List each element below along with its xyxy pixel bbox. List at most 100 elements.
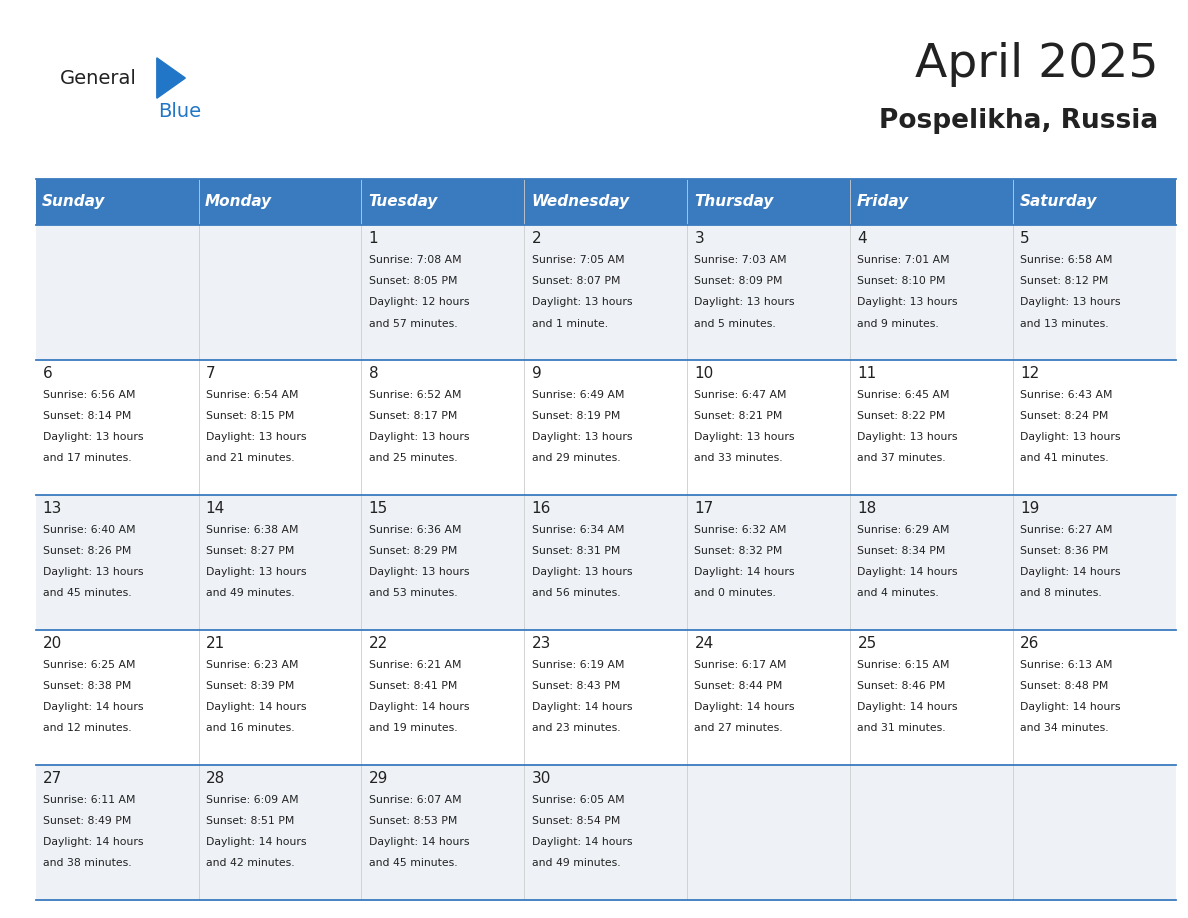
Text: Sunrise: 7:05 AM: Sunrise: 7:05 AM	[531, 255, 624, 265]
Text: and 12 minutes.: and 12 minutes.	[43, 723, 132, 733]
Bar	[524, 179, 688, 225]
Text: Sunrise: 6:23 AM: Sunrise: 6:23 AM	[206, 660, 298, 670]
Text: and 1 minute.: and 1 minute.	[531, 319, 608, 329]
Text: Sunrise: 6:07 AM: Sunrise: 6:07 AM	[368, 795, 461, 805]
Bar	[36, 765, 198, 900]
Text: Sunrise: 6:21 AM: Sunrise: 6:21 AM	[368, 660, 461, 670]
Text: Daylight: 13 hours: Daylight: 13 hours	[531, 297, 632, 308]
Bar	[198, 765, 361, 900]
Text: Sunset: 8:07 PM: Sunset: 8:07 PM	[531, 276, 620, 286]
Text: and 21 minutes.: and 21 minutes.	[206, 453, 295, 464]
Text: Sunrise: 6:56 AM: Sunrise: 6:56 AM	[43, 390, 135, 400]
Text: Sunrise: 7:01 AM: Sunrise: 7:01 AM	[858, 255, 950, 265]
Text: Sunset: 8:24 PM: Sunset: 8:24 PM	[1020, 411, 1108, 421]
Text: and 19 minutes.: and 19 minutes.	[368, 723, 457, 733]
Bar	[688, 225, 851, 360]
Bar	[361, 360, 524, 495]
Text: Sunset: 8:09 PM: Sunset: 8:09 PM	[695, 276, 783, 286]
Bar	[1013, 179, 1176, 225]
Text: Daylight: 13 hours: Daylight: 13 hours	[695, 297, 795, 308]
Text: Daylight: 12 hours: Daylight: 12 hours	[368, 297, 469, 308]
Text: Daylight: 14 hours: Daylight: 14 hours	[368, 702, 469, 712]
Bar	[851, 630, 1013, 765]
Text: Daylight: 14 hours: Daylight: 14 hours	[531, 702, 632, 712]
Text: Sunset: 8:48 PM: Sunset: 8:48 PM	[1020, 681, 1108, 691]
Text: Daylight: 13 hours: Daylight: 13 hours	[368, 432, 469, 442]
Text: Sunset: 8:32 PM: Sunset: 8:32 PM	[695, 546, 783, 556]
Text: Sunset: 8:26 PM: Sunset: 8:26 PM	[43, 546, 131, 556]
Text: Daylight: 13 hours: Daylight: 13 hours	[858, 297, 958, 308]
Text: Sunset: 8:31 PM: Sunset: 8:31 PM	[531, 546, 620, 556]
Bar	[361, 765, 524, 900]
Text: 27: 27	[43, 771, 62, 786]
Bar	[36, 179, 198, 225]
Text: April 2025: April 2025	[915, 41, 1158, 87]
Bar	[851, 225, 1013, 360]
Text: and 56 minutes.: and 56 minutes.	[531, 588, 620, 599]
Text: Sunset: 8:53 PM: Sunset: 8:53 PM	[368, 816, 457, 826]
Bar	[361, 495, 524, 630]
Text: Sunrise: 6:54 AM: Sunrise: 6:54 AM	[206, 390, 298, 400]
Text: Saturday: Saturday	[1019, 195, 1098, 209]
Text: Sunrise: 6:29 AM: Sunrise: 6:29 AM	[858, 525, 950, 535]
Bar	[524, 360, 688, 495]
Text: and 33 minutes.: and 33 minutes.	[695, 453, 783, 464]
Text: Sunset: 8:29 PM: Sunset: 8:29 PM	[368, 546, 457, 556]
Text: 16: 16	[531, 501, 551, 516]
Text: and 57 minutes.: and 57 minutes.	[368, 319, 457, 329]
Text: and 17 minutes.: and 17 minutes.	[43, 453, 132, 464]
Text: Wednesday: Wednesday	[531, 195, 630, 209]
Text: and 45 minutes.: and 45 minutes.	[368, 858, 457, 868]
Text: 11: 11	[858, 366, 877, 381]
Text: Daylight: 14 hours: Daylight: 14 hours	[206, 702, 307, 712]
Text: and 0 minutes.: and 0 minutes.	[695, 588, 776, 599]
Bar	[361, 179, 524, 225]
Text: and 8 minutes.: and 8 minutes.	[1020, 588, 1102, 599]
Text: and 4 minutes.: and 4 minutes.	[858, 588, 940, 599]
Text: Daylight: 13 hours: Daylight: 13 hours	[206, 567, 307, 577]
Text: Sunset: 8:19 PM: Sunset: 8:19 PM	[531, 411, 620, 421]
Text: General: General	[59, 69, 137, 87]
Text: Sunrise: 6:27 AM: Sunrise: 6:27 AM	[1020, 525, 1113, 535]
Bar	[851, 360, 1013, 495]
Text: Daylight: 14 hours: Daylight: 14 hours	[43, 702, 144, 712]
Bar	[688, 630, 851, 765]
Text: and 13 minutes.: and 13 minutes.	[1020, 319, 1108, 329]
Text: Sunset: 8:34 PM: Sunset: 8:34 PM	[858, 546, 946, 556]
Text: Thursday: Thursday	[694, 195, 773, 209]
Text: Sunset: 8:43 PM: Sunset: 8:43 PM	[531, 681, 620, 691]
Text: Sunrise: 7:08 AM: Sunrise: 7:08 AM	[368, 255, 461, 265]
Text: 21: 21	[206, 636, 225, 651]
Bar	[198, 225, 361, 360]
Text: 14: 14	[206, 501, 225, 516]
Bar	[361, 225, 524, 360]
Text: 13: 13	[43, 501, 62, 516]
Text: 7: 7	[206, 366, 215, 381]
Text: Daylight: 13 hours: Daylight: 13 hours	[1020, 432, 1120, 442]
Text: Sunset: 8:21 PM: Sunset: 8:21 PM	[695, 411, 783, 421]
Text: Sunrise: 6:11 AM: Sunrise: 6:11 AM	[43, 795, 135, 805]
Text: Daylight: 13 hours: Daylight: 13 hours	[206, 432, 307, 442]
Text: Sunset: 8:54 PM: Sunset: 8:54 PM	[531, 816, 620, 826]
Text: and 34 minutes.: and 34 minutes.	[1020, 723, 1108, 733]
Text: 1: 1	[368, 231, 378, 246]
Text: Sunset: 8:38 PM: Sunset: 8:38 PM	[43, 681, 131, 691]
Text: and 49 minutes.: and 49 minutes.	[206, 588, 295, 599]
Text: Sunrise: 6:40 AM: Sunrise: 6:40 AM	[43, 525, 135, 535]
Text: Sunrise: 6:15 AM: Sunrise: 6:15 AM	[858, 660, 950, 670]
Bar	[524, 765, 688, 900]
Text: 9: 9	[531, 366, 542, 381]
Text: Sunset: 8:46 PM: Sunset: 8:46 PM	[858, 681, 946, 691]
Text: Daylight: 14 hours: Daylight: 14 hours	[1020, 702, 1120, 712]
Text: Daylight: 13 hours: Daylight: 13 hours	[531, 567, 632, 577]
Text: 6: 6	[43, 366, 52, 381]
Text: Sunset: 8:36 PM: Sunset: 8:36 PM	[1020, 546, 1108, 556]
Text: Sunrise: 6:36 AM: Sunrise: 6:36 AM	[368, 525, 461, 535]
Text: Daylight: 14 hours: Daylight: 14 hours	[1020, 567, 1120, 577]
Text: Sunset: 8:49 PM: Sunset: 8:49 PM	[43, 816, 131, 826]
Bar	[361, 630, 524, 765]
Text: 30: 30	[531, 771, 551, 786]
Text: and 41 minutes.: and 41 minutes.	[1020, 453, 1108, 464]
Bar	[1013, 360, 1176, 495]
Text: and 53 minutes.: and 53 minutes.	[368, 588, 457, 599]
